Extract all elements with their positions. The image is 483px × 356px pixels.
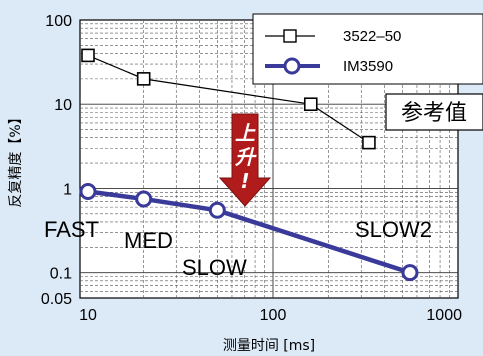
x-tick-label: 100 (260, 307, 287, 324)
series-layer (79, 48, 419, 282)
x-axis-title: 测量时间 [ms] (223, 338, 315, 354)
data-point-3522 (303, 97, 318, 112)
data-point-im3590 (401, 264, 419, 282)
point-label-fast: FAST (44, 217, 99, 242)
rise-arrow-char: 升 (235, 145, 257, 169)
y-tick-label: 1 (63, 181, 72, 198)
legend-label-im3590: IM3590 (343, 58, 393, 75)
callout-box (385, 93, 483, 131)
rise-arrow-label: 上升! (235, 121, 257, 193)
callout: 参考值 (385, 93, 483, 131)
data-point-3522 (81, 48, 95, 63)
y-axis-title: 反复精度【%】 (7, 110, 24, 207)
data-point-im3590 (79, 182, 97, 200)
y-tick-label: 100 (45, 13, 72, 30)
legend-marker-3522 (283, 29, 297, 43)
callout-text: 参考值 (401, 101, 467, 126)
x-tick-label: 10 (79, 307, 97, 324)
x-tick-label: 1000 (426, 307, 462, 324)
rise-arrow-shape (218, 113, 272, 207)
point-label-slow2: SLOW2 (355, 217, 432, 242)
y-tick-label: 0.05 (41, 291, 72, 308)
rise-arrow-char: 上 (235, 121, 256, 145)
rise-arrow-char: ! (240, 169, 249, 193)
data-point-im3590 (208, 201, 226, 219)
point-label-slow: SLOW (182, 255, 247, 280)
rise-arrow: 上升! (218, 113, 272, 207)
point-label-med: MED (124, 228, 173, 253)
y-tick-label: 0.1 (50, 266, 72, 283)
series-line-3522 (87, 54, 370, 144)
legend: 3522–50 IM3590 (252, 13, 483, 85)
data-point-3522 (362, 135, 376, 150)
y-tick-label: 10 (54, 97, 72, 114)
data-point-im3590 (135, 190, 153, 208)
data-point-3522 (136, 72, 151, 86)
legend-marker-im3590 (283, 57, 301, 75)
legend-label-3522: 3522–50 (343, 28, 401, 45)
series-line-im3590 (87, 189, 411, 275)
tick-labels: 100 10 1 0.1 0.05 10 100 1000 (41, 13, 462, 324)
